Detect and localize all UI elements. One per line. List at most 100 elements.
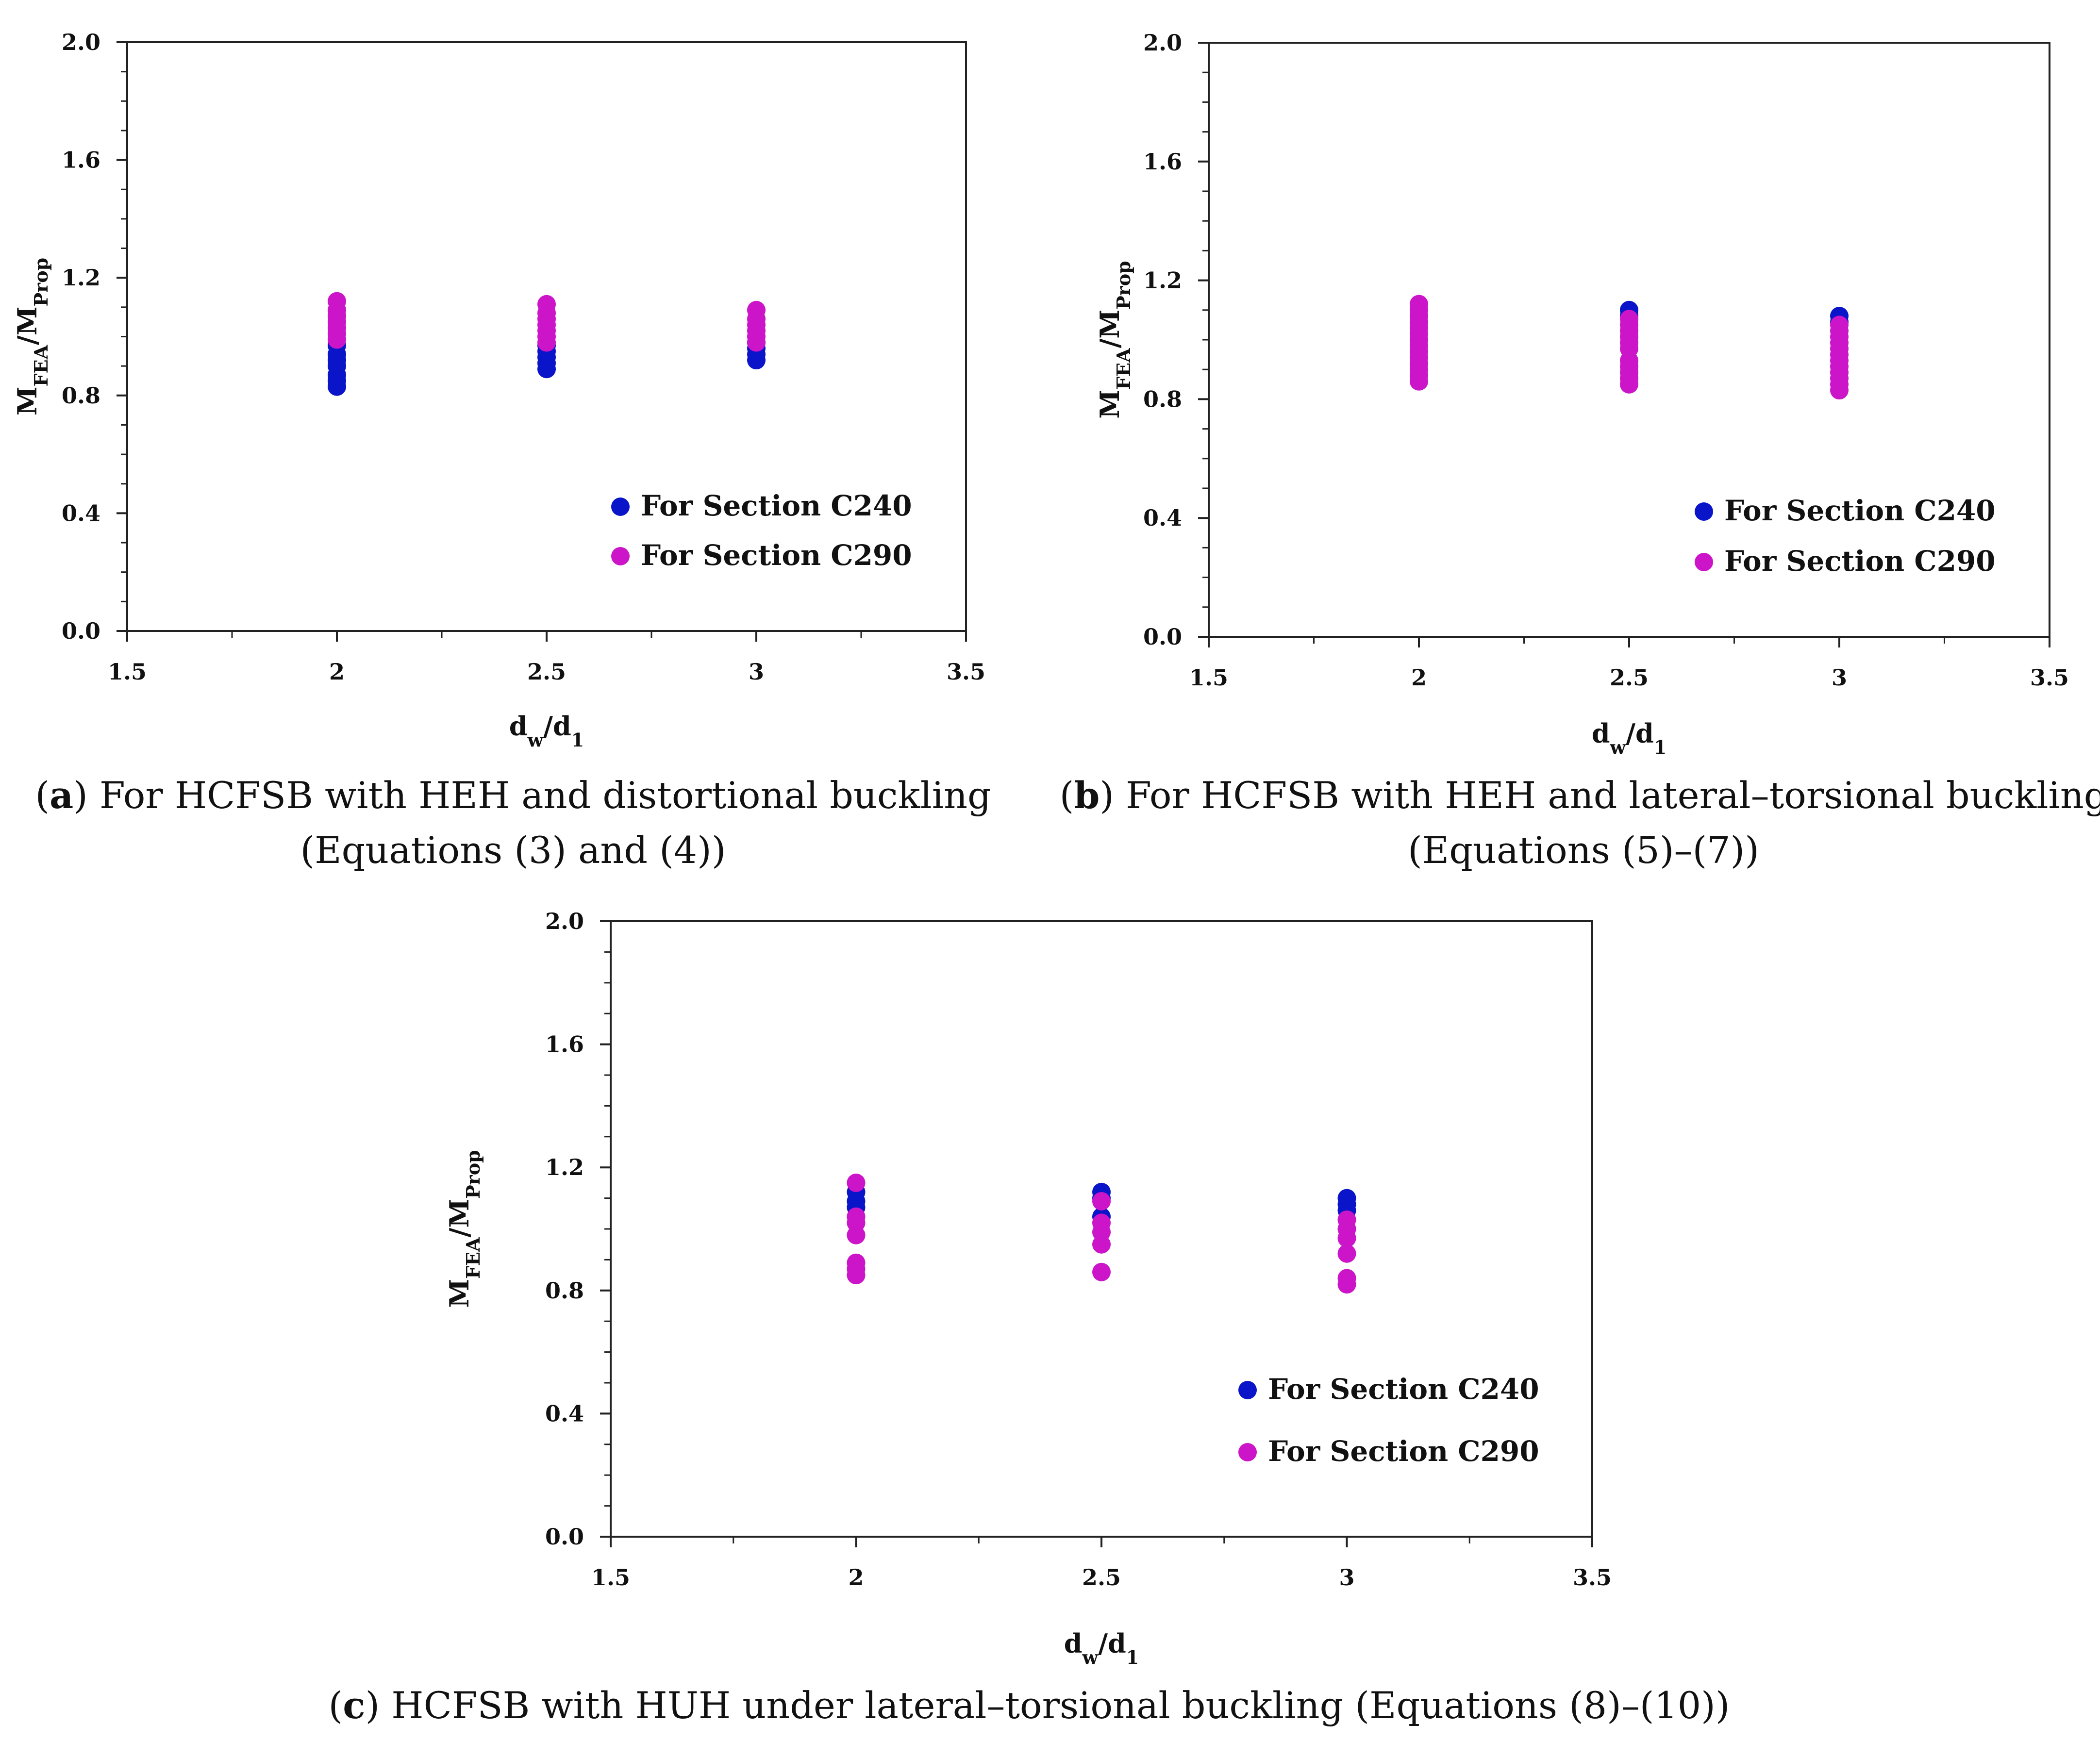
x-tick-label: 3.5 xyxy=(947,659,985,685)
x-tick-label: 3 xyxy=(1339,1564,1354,1591)
caption-text: (Equations (3) and (4)) xyxy=(300,829,726,872)
series-c290 xyxy=(847,1173,1356,1294)
chart-panel-a: 1.5 2 2.5 3 3.5 0.0 0.4 0.8 1.2 1.6 2.0 dw/d1 MFEA/M… xyxy=(12,29,991,872)
y-title-mid: /M xyxy=(12,306,43,345)
y-title-main: M xyxy=(1094,390,1125,419)
legend-entry: For Section C240 xyxy=(641,489,912,522)
series-c290 xyxy=(1410,295,1849,400)
caption-text: (Equations (5)–(7)) xyxy=(1408,829,1759,872)
y-title-mid: /M xyxy=(1094,310,1125,348)
y-tick-label: 1.6 xyxy=(545,1031,584,1058)
x-tick-label: 2 xyxy=(1411,664,1427,691)
data-point xyxy=(1092,1192,1111,1211)
x-tick-label: 3.5 xyxy=(1573,1564,1612,1591)
data-point xyxy=(1337,1244,1356,1263)
data-point xyxy=(537,295,556,314)
y-tick-label: 1.2 xyxy=(62,265,100,291)
caption-paren: ( xyxy=(1060,774,1074,817)
x-title-mid: /d xyxy=(1626,718,1653,749)
caption-text: ) HCFSB with HUH under lateral–torsional… xyxy=(365,1684,1730,1727)
y-tick-label: 2.0 xyxy=(545,908,584,934)
y-tick-label: 0.4 xyxy=(545,1400,584,1426)
legend-entry: For Section C290 xyxy=(1268,1435,1539,1468)
data-point xyxy=(847,1173,866,1192)
y-axis-title: MFEA/MProp xyxy=(1094,261,1134,418)
x-tick-label: 2.5 xyxy=(527,659,566,685)
y-tick-label: 1.6 xyxy=(1143,149,1182,175)
caption-paren: ( xyxy=(329,1684,343,1727)
y-title-main: M xyxy=(12,386,43,415)
y-tick-label: 0.4 xyxy=(1143,505,1182,531)
y-tick-label: 2.0 xyxy=(1143,30,1182,56)
y-title-sub2: Prop xyxy=(462,1150,484,1199)
data-point xyxy=(1410,295,1428,314)
y-tick-label: 0.0 xyxy=(1143,624,1182,650)
x-title-main: d xyxy=(509,711,528,742)
legend-entry: For Section C290 xyxy=(641,539,912,572)
chart-panel-c: 1.5 2 2.5 3 3.5 0.0 0.4 0.8 1.2 1.6 2.0 dw/d1 MFEA/M… xyxy=(329,908,1730,1727)
caption-text: ) For HCFSB with HEH and distortional bu… xyxy=(73,774,991,817)
caption-letter: a xyxy=(50,774,73,817)
caption-letter: c xyxy=(343,1684,365,1727)
data-point xyxy=(747,300,766,319)
x-tick-label: 1.5 xyxy=(108,659,147,685)
y-title-sub1: FEA xyxy=(1113,348,1134,390)
x-tick-label: 1.5 xyxy=(591,1564,630,1591)
data-point xyxy=(1620,310,1638,329)
y-tick-label: 1.6 xyxy=(62,147,100,173)
y-title-mid: /M xyxy=(444,1199,475,1238)
legend: For Section C240 For Section C290 xyxy=(611,489,912,572)
legend-marker xyxy=(1695,502,1713,521)
y-tick-label: 0.0 xyxy=(545,1524,584,1550)
chart-panel-b: 1.5 2 2.5 3 3.5 0.0 0.4 0.8 1.2 1.6 2.0 dw/d1 MFEA/M… xyxy=(1060,30,2100,872)
caption-line: (Equations (5)–(7)) xyxy=(1408,829,1759,872)
caption-line: (a) For HCFSB with HEH and distortional … xyxy=(35,774,991,817)
legend: For Section C240 For Section C290 xyxy=(1238,1373,1539,1468)
data-point xyxy=(328,292,346,311)
y-tick-label: 2.0 xyxy=(62,29,100,55)
y-title-main: M xyxy=(444,1279,475,1308)
caption-line: (c) HCFSB with HUH under lateral–torsion… xyxy=(329,1684,1730,1727)
caption-letter: b xyxy=(1074,774,1100,817)
data-point xyxy=(1337,1229,1356,1248)
legend-marker xyxy=(611,498,630,516)
y-tick-label: 0.8 xyxy=(1143,386,1182,412)
x-tick-label: 2 xyxy=(329,659,345,685)
x-title-main: d xyxy=(1592,718,1610,749)
y-tick-label: 0.0 xyxy=(62,618,100,644)
y-tick-label: 1.2 xyxy=(545,1154,584,1180)
data-point xyxy=(1830,315,1849,334)
caption-paren: ( xyxy=(35,774,50,817)
y-tick-label: 0.8 xyxy=(62,382,100,409)
legend-marker xyxy=(1238,1381,1257,1399)
caption-text: ) For HCFSB with HEH and lateral–torsion… xyxy=(1100,774,2100,817)
data-point xyxy=(847,1226,866,1244)
x-tick-label: 2.5 xyxy=(1610,664,1649,691)
legend: For Section C240 For Section C290 xyxy=(1695,494,1996,578)
y-tick-label: 0.8 xyxy=(545,1277,584,1304)
y-title-sub2: Prop xyxy=(1113,261,1134,310)
x-tick-label: 3 xyxy=(1832,664,1847,691)
data-point xyxy=(1337,1275,1356,1294)
y-title-sub1: FEA xyxy=(30,345,52,386)
y-tick-label: 0.4 xyxy=(62,500,100,526)
legend-marker xyxy=(1695,553,1713,571)
x-axis-title: dw/d1 xyxy=(509,711,584,751)
x-tick-label: 2.5 xyxy=(1082,1564,1121,1591)
legend-entry: For Section C240 xyxy=(1268,1373,1539,1406)
x-title-main: d xyxy=(1064,1628,1083,1659)
data-point xyxy=(1092,1235,1111,1254)
x-title-sub1: w xyxy=(1082,1646,1099,1668)
y-tick-label: 1.2 xyxy=(1143,267,1182,294)
x-title-sub2: 1 xyxy=(1126,1646,1139,1668)
caption-line: (Equations (3) and (4)) xyxy=(300,829,726,872)
y-title-sub2: Prop xyxy=(30,258,52,307)
x-axis-title: dw/d1 xyxy=(1064,1628,1139,1668)
x-title-sub1: w xyxy=(527,729,544,751)
x-tick-label: 2 xyxy=(848,1564,864,1591)
y-axis-title: MFEA/MProp xyxy=(444,1150,484,1308)
x-tick-label: 3 xyxy=(749,659,764,685)
legend-marker xyxy=(1238,1443,1257,1461)
caption-line: (b) For HCFSB with HEH and lateral–torsi… xyxy=(1060,774,2100,817)
